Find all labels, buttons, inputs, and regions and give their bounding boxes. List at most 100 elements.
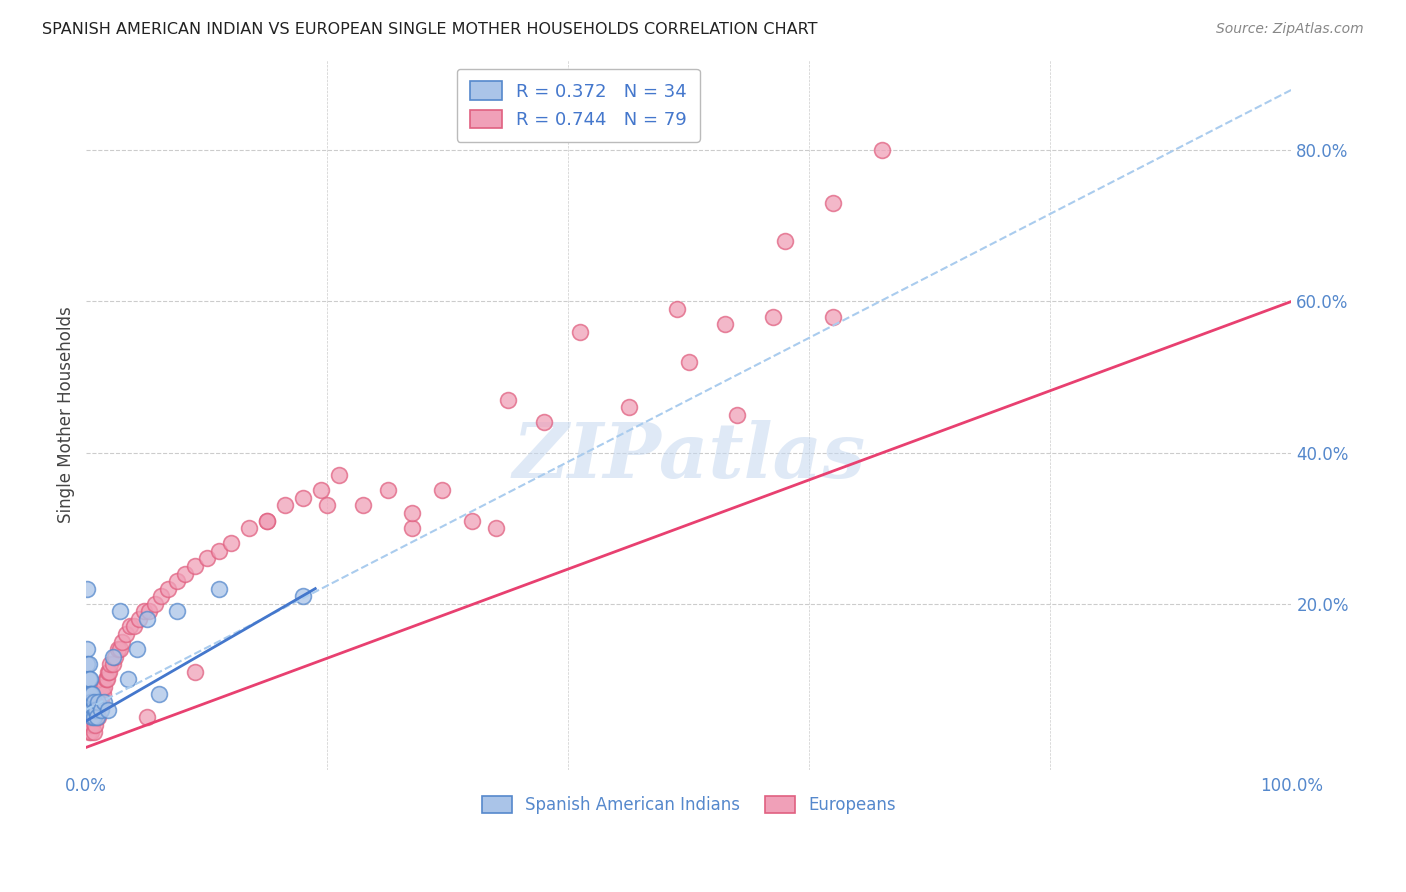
Point [617, 401, 640, 415]
Point [83, 717, 105, 731]
Point [79, 688, 101, 702]
Point [108, 642, 131, 657]
Point [82, 710, 104, 724]
Point [148, 688, 170, 702]
Point [80, 695, 103, 709]
Point [135, 612, 157, 626]
Point [353, 499, 375, 513]
Point [96, 673, 118, 687]
Point [219, 536, 242, 550]
Point [115, 627, 138, 641]
Point [292, 589, 315, 603]
Point [77, 725, 100, 739]
Point [104, 649, 127, 664]
Point [82, 688, 104, 702]
Point [79, 702, 101, 716]
Point [665, 301, 688, 316]
Point [311, 483, 333, 498]
Point [118, 619, 141, 633]
Point [87, 710, 110, 724]
Point [87, 695, 110, 709]
Point [83, 725, 105, 739]
Point [83, 702, 105, 716]
Y-axis label: Single Mother Households: Single Mother Households [58, 307, 75, 524]
Point [569, 325, 592, 339]
Point [725, 408, 748, 422]
Point [128, 612, 150, 626]
Point [101, 657, 124, 672]
Legend: Spanish American Indians, Europeans: Spanish American Indians, Europeans [470, 784, 908, 826]
Point [485, 521, 508, 535]
Point [762, 310, 785, 324]
Point [135, 710, 157, 724]
Point [166, 604, 188, 618]
Point [93, 680, 115, 694]
Point [82, 717, 104, 731]
Text: ZIPatlas: ZIPatlas [512, 420, 866, 494]
Point [82, 702, 104, 716]
Point [117, 673, 139, 687]
Point [84, 702, 107, 716]
Point [97, 665, 120, 679]
Point [125, 642, 148, 657]
Point [76, 582, 98, 596]
Point [461, 514, 484, 528]
Point [79, 695, 101, 709]
Point [870, 143, 893, 157]
Point [83, 710, 105, 724]
Point [238, 521, 260, 535]
Point [76, 642, 98, 657]
Point [292, 491, 315, 505]
Point [100, 657, 122, 672]
Point [80, 710, 103, 724]
Point [83, 695, 105, 709]
Point [97, 702, 120, 716]
Point [76, 657, 98, 672]
Text: SPANISH AMERICAN INDIAN VS EUROPEAN SINGLE MOTHER HOUSEHOLDS CORRELATION CHART: SPANISH AMERICAN INDIAN VS EUROPEAN SING… [42, 22, 818, 37]
Point [138, 604, 160, 618]
Point [91, 680, 114, 694]
Point [86, 702, 108, 716]
Point [86, 710, 108, 724]
Point [84, 695, 107, 709]
Point [79, 702, 101, 716]
Point [89, 688, 111, 702]
Point [157, 582, 180, 596]
Point [274, 499, 297, 513]
Point [150, 589, 173, 603]
Point [256, 514, 278, 528]
Point [93, 695, 115, 709]
Point [823, 310, 845, 324]
Point [79, 717, 101, 731]
Point [208, 544, 231, 558]
Point [823, 196, 845, 211]
Point [101, 649, 124, 664]
Point [108, 604, 131, 618]
Point [90, 695, 112, 709]
Point [775, 234, 797, 248]
Point [496, 392, 519, 407]
Point [533, 415, 555, 429]
Point [328, 468, 350, 483]
Point [79, 673, 101, 687]
Text: Source: ZipAtlas.com: Source: ZipAtlas.com [1216, 22, 1364, 37]
Point [98, 665, 121, 679]
Point [714, 317, 737, 331]
Point [377, 483, 399, 498]
Point [83, 702, 105, 716]
Point [166, 574, 188, 588]
Point [184, 665, 207, 679]
Point [76, 717, 98, 731]
Point [174, 566, 197, 581]
Point [208, 582, 231, 596]
Point [134, 604, 156, 618]
Point [80, 688, 103, 702]
Point [430, 483, 453, 498]
Point [91, 688, 114, 702]
Point [94, 673, 117, 687]
Point [678, 355, 700, 369]
Point [111, 634, 134, 648]
Point [80, 725, 103, 739]
Point [401, 506, 423, 520]
Point [195, 551, 218, 566]
